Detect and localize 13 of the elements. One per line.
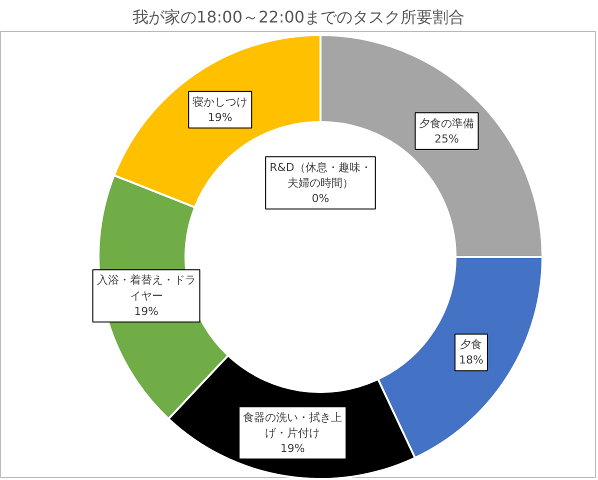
- data-label: 19%: [208, 110, 232, 124]
- chart-title: 我が家の18:00～22:00までのタスク所要割合: [132, 8, 465, 26]
- data-label: 19%: [280, 442, 305, 456]
- slice-label: 入浴・着替え・ドライヤー: [96, 274, 196, 302]
- slice-label: 食器の洗い・拭き上げ・片付け: [243, 410, 342, 440]
- slice-label: 夕食: [460, 338, 482, 352]
- data-label: 18%: [458, 354, 484, 367]
- slice-label: 夕食の準備: [419, 116, 474, 130]
- text: 0%: [312, 192, 330, 206]
- data-label: 25%: [434, 132, 459, 146]
- slice-label: 寝かしつけ: [192, 95, 248, 108]
- category-label: R&D（休息・趣味・夫婦の時間）: [270, 160, 372, 190]
- data-label: 19%: [134, 304, 159, 318]
